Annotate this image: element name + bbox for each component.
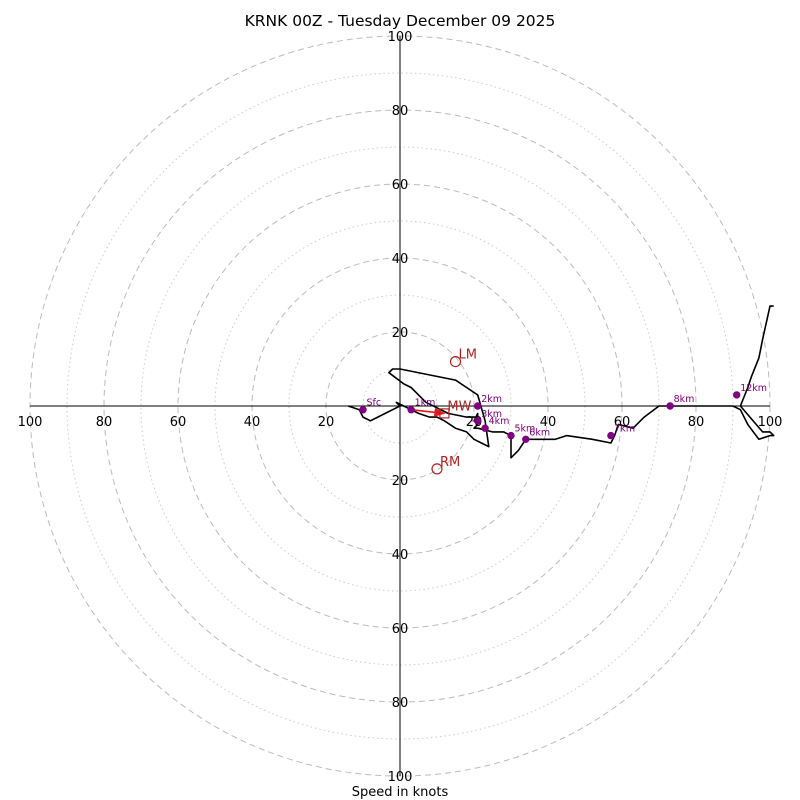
rm-marker — [431, 463, 443, 475]
y-tick-label: 20 — [392, 326, 409, 341]
y-tick-label: 20 — [392, 474, 409, 489]
y-tick-label: 40 — [392, 252, 409, 267]
height-marker — [507, 431, 515, 440]
height-label: 6km — [529, 427, 550, 438]
height-marker — [733, 391, 741, 399]
x-tick-label: 20 — [318, 415, 335, 430]
rm-label: RM — [440, 455, 460, 470]
chart-title: KRNK 00Z - Tuesday December 09 2025 — [245, 12, 556, 30]
height-marker — [407, 406, 415, 414]
y-tick-label: 80 — [392, 104, 409, 119]
height-label: 8km — [674, 394, 695, 405]
height-marker — [522, 435, 530, 443]
y-tick-label: 80 — [392, 696, 409, 711]
x-tick-label: 100 — [18, 415, 43, 430]
height-label: 12km — [740, 383, 767, 394]
height-label: 3km — [481, 409, 502, 420]
height-marker — [359, 406, 367, 414]
lm-marker — [449, 356, 462, 368]
height-label: 2km — [481, 394, 502, 405]
height-label: Sfc — [367, 398, 382, 409]
x-tick-label: 40 — [244, 415, 261, 430]
storm-motion-markers: LM RM MW — [431, 348, 477, 475]
height-marker — [607, 431, 615, 440]
shear-arrow-group — [411, 407, 446, 417]
mw-label: MW — [447, 399, 471, 414]
y-tick-label: 60 — [392, 622, 409, 637]
mw-marker — [439, 408, 450, 419]
height-label: 4km — [489, 416, 510, 427]
shear-arrow — [411, 407, 446, 417]
height-label: 1km — [415, 398, 436, 409]
x-tick-label: 40 — [540, 415, 557, 430]
y-tick-label: 100 — [388, 30, 413, 45]
height-marker — [666, 402, 674, 410]
height-marker — [474, 402, 482, 410]
height-label: 7km — [614, 424, 635, 435]
lm-label: LM — [459, 348, 477, 363]
y-tick-label: 40 — [392, 548, 409, 563]
y-tick-label: 60 — [392, 178, 409, 193]
height-label: 5km — [515, 424, 536, 435]
height-marker — [481, 424, 489, 432]
wind-trace — [347, 305, 775, 459]
y-tick-label: 100 — [388, 770, 413, 785]
x-tick-label: 60 — [170, 415, 187, 430]
x-tick-label: 80 — [96, 415, 113, 430]
wind-trace-line — [347, 305, 775, 459]
x-tick-label: 80 — [688, 415, 705, 430]
x-axis-label: Speed in knots — [352, 785, 449, 800]
x-tick-label: 100 — [758, 415, 783, 430]
height-marker — [474, 417, 482, 425]
